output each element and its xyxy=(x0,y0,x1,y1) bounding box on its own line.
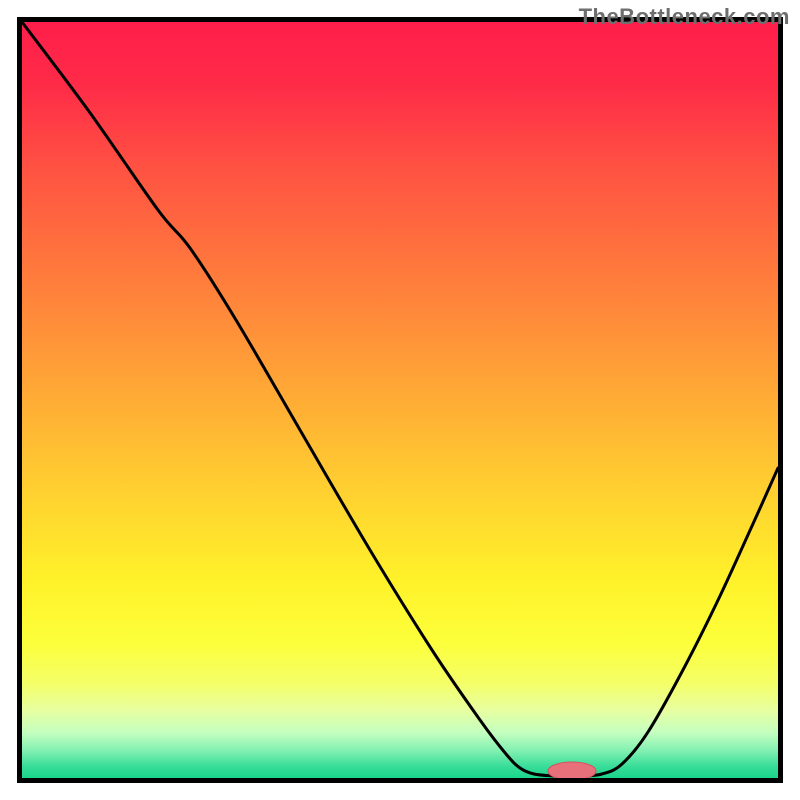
optimal-marker xyxy=(548,762,596,780)
watermark-label: TheBottleneck.com xyxy=(579,4,790,30)
chart-svg xyxy=(0,0,800,800)
bottleneck-chart: TheBottleneck.com xyxy=(0,0,800,800)
heatmap-background xyxy=(22,22,778,778)
